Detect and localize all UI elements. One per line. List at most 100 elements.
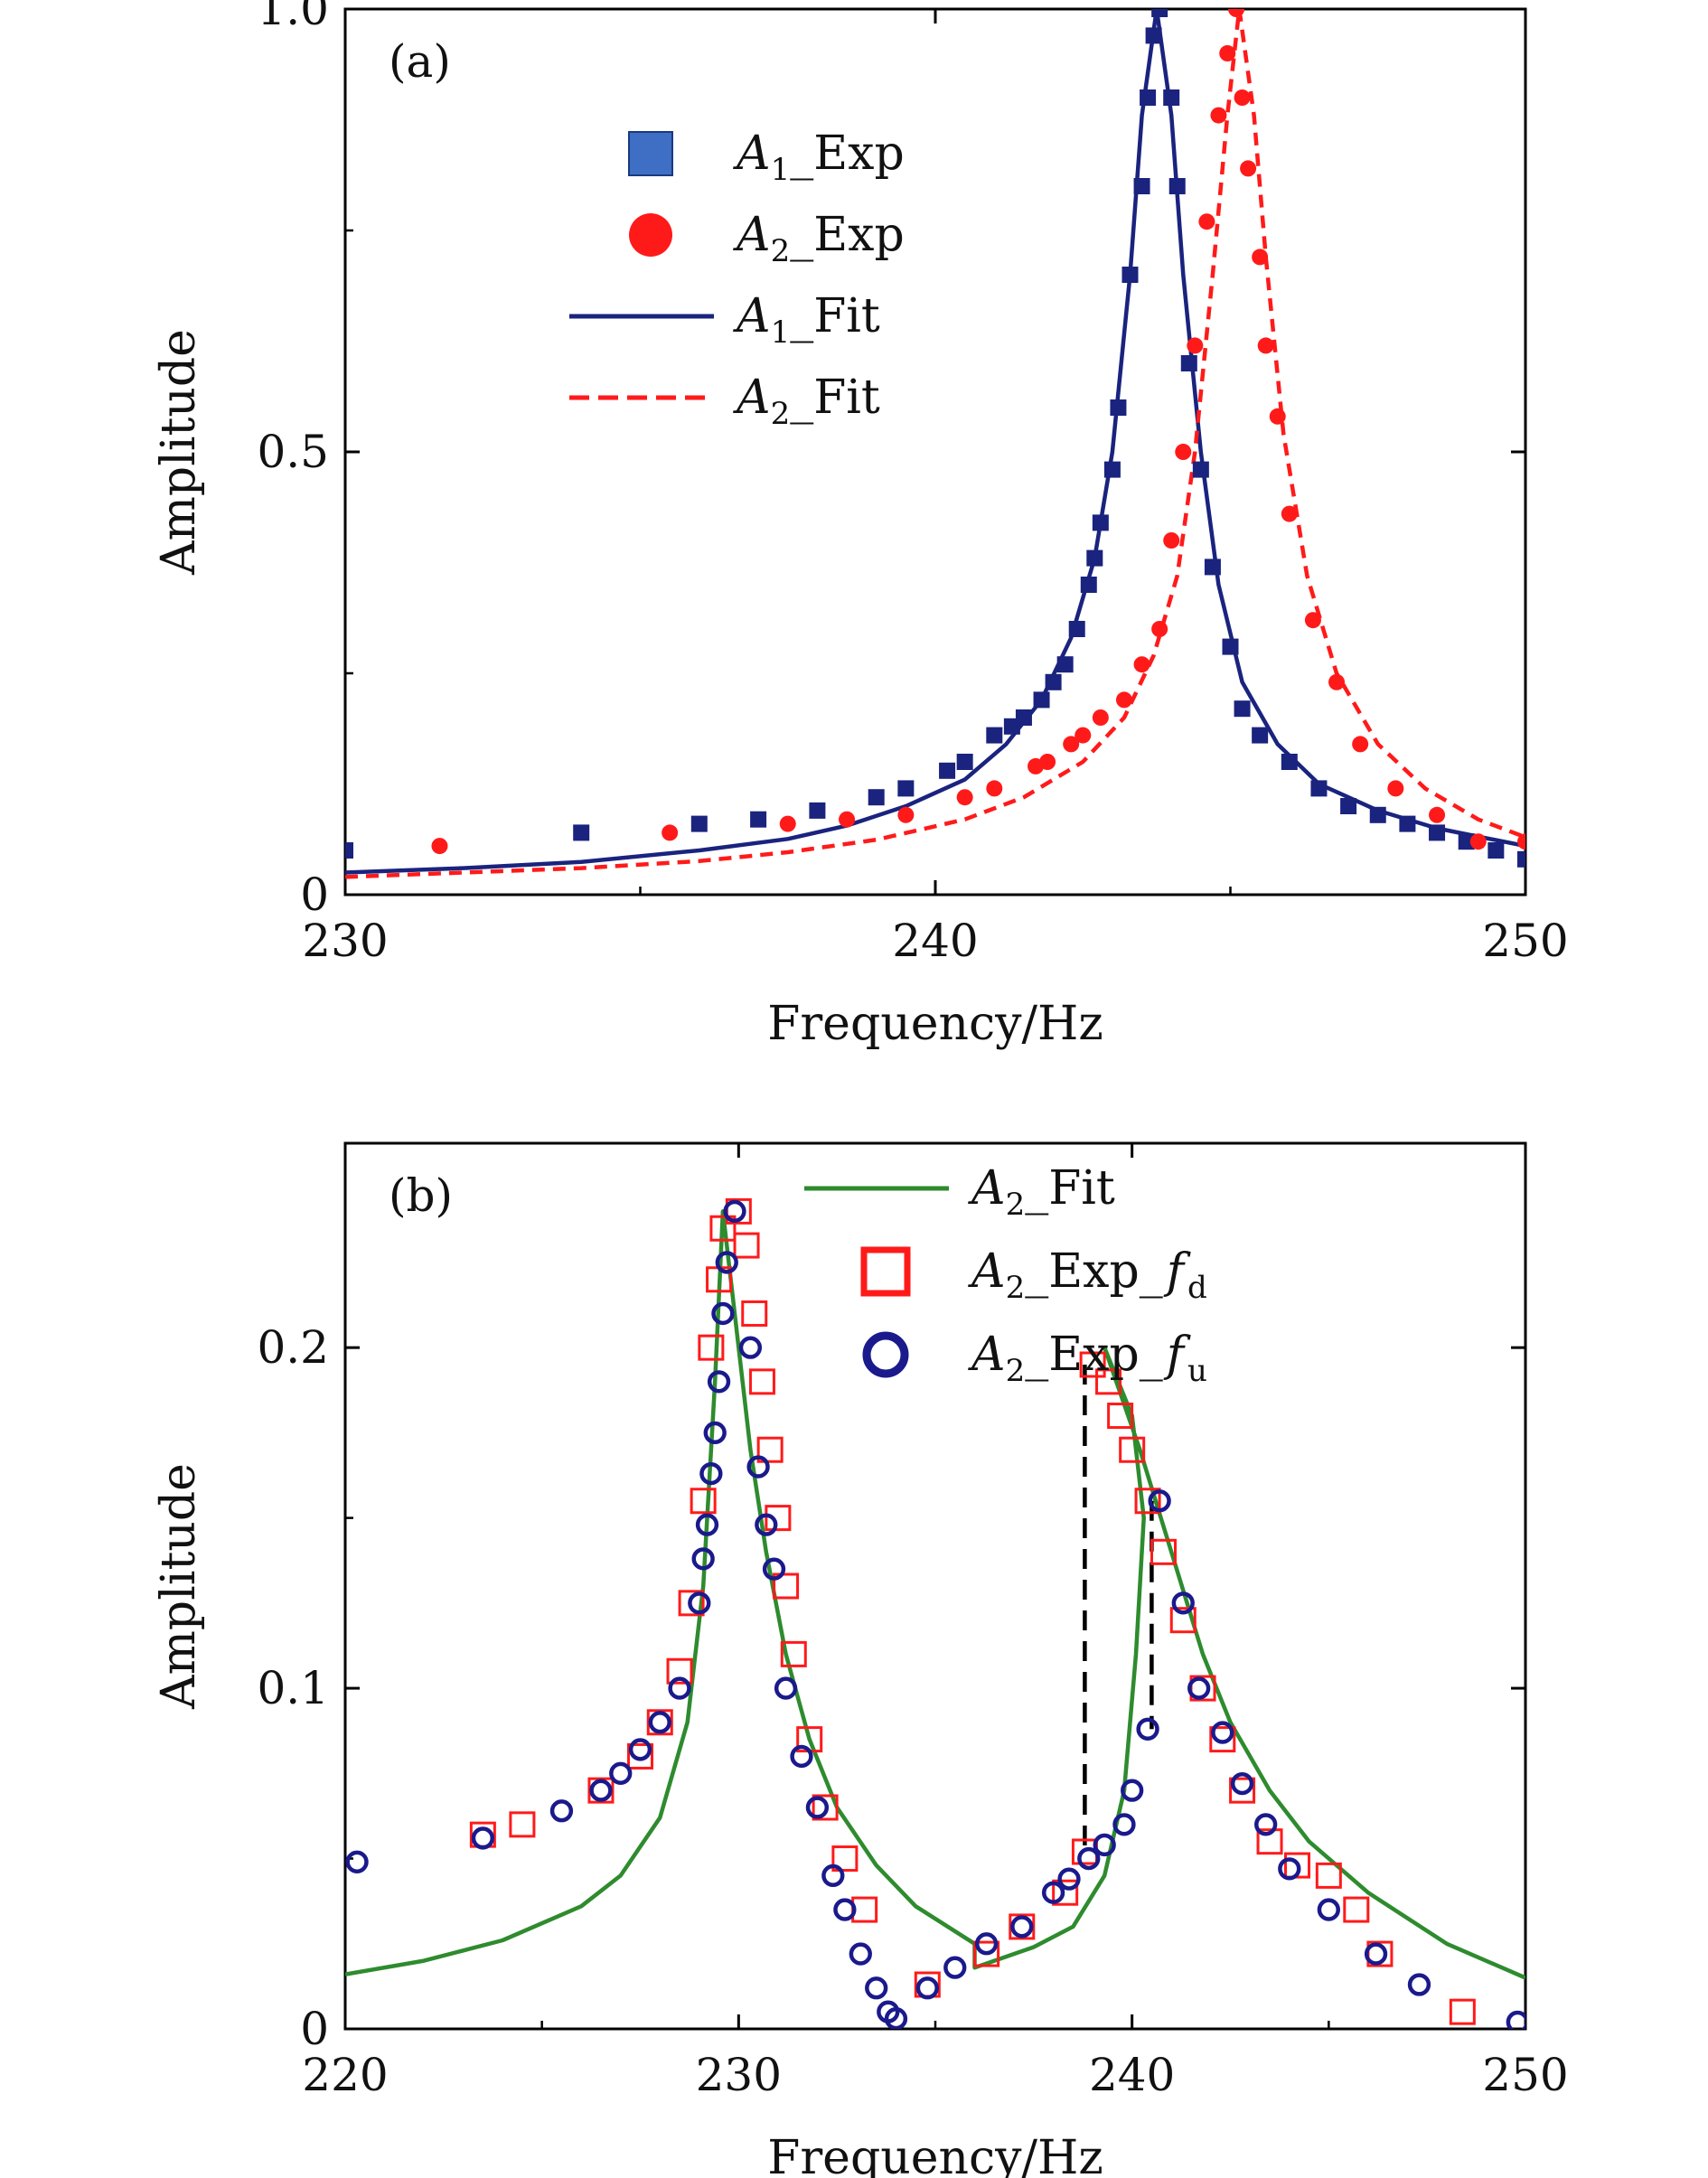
data-point-a2-exp [1151, 621, 1168, 637]
data-point-a2-exp-fu [746, 1455, 770, 1479]
data-point-a2-exp-fu [703, 1421, 727, 1445]
data-point-a1-exp [750, 811, 767, 828]
data-point-a2-exp-fu [1211, 1721, 1234, 1744]
data-point-a2-exp-fu [1187, 1676, 1211, 1700]
data-point-a2-exp [431, 838, 448, 855]
data-point-a2-exp-fu [589, 1779, 613, 1802]
data-point-a2-exp-fd [1095, 1368, 1122, 1395]
data-point-a1-exp [868, 789, 885, 806]
data-point-a2-exp-fd [851, 1896, 878, 1923]
data-point-a2-exp-fd [1343, 1896, 1370, 1923]
data-point-a2-exp [1198, 213, 1215, 230]
data-point-a1-exp [1487, 842, 1505, 859]
data-point-a2-exp-fu [628, 1738, 652, 1761]
data-point-a2-exp-fd [748, 1368, 775, 1395]
data-point-a2-exp [779, 815, 796, 832]
data-point-a2-exp-fd [627, 1742, 653, 1770]
data-point-a1-exp [1015, 709, 1032, 726]
legend-label-a2-fit: A2_Fit [968, 1161, 1115, 1223]
y-tick-label: 0 [300, 2003, 329, 2055]
data-point-a2-exp-fu [1364, 1942, 1388, 1966]
legend-label-a2-exp-fd: A2_Exp_f d [968, 1244, 1207, 1306]
data-point-a2-exp [662, 824, 679, 841]
data-point-a2-exp-fu [774, 1676, 798, 1700]
data-point-a2-exp-fd [678, 1590, 705, 1617]
panel-label: (b) [389, 1169, 453, 1222]
data-point-a2-exp [956, 789, 973, 806]
data-point-a2-exp-fd [831, 1845, 859, 1873]
y-tick-label: 0.2 [257, 1321, 329, 1374]
x-tick-label: 240 [892, 915, 978, 967]
panel-label: (a) [389, 35, 451, 88]
data-point-a2-exp [1517, 833, 1525, 850]
data-point-a2-exp-fu [699, 1461, 723, 1486]
data-point-a2-exp [1187, 337, 1204, 354]
legend-label-a2-exp-fu: A2_Exp_f u [968, 1328, 1207, 1389]
data-point-a2-exp-fu [609, 1761, 633, 1785]
data-point-a2-exp [1133, 656, 1150, 673]
data-point-a1-exp [1192, 461, 1209, 478]
legend-swatch-a1-exp [628, 131, 673, 176]
data-point-a2-exp-fu [1230, 1771, 1254, 1796]
data-point-a2-exp-fd [509, 1811, 536, 1838]
data-point-a2-exp-fu [648, 1711, 671, 1734]
x-tick-label: 250 [1482, 2049, 1568, 2101]
data-point-a2-exp-fu [762, 1557, 786, 1581]
data-point-a2-exp-fu [805, 1796, 830, 1819]
panel-b: 220 230 240 250 0 0.1 0.2 Frequency/Hz Amplitude… [152, 1141, 1569, 2178]
data-point-a2-exp [1257, 337, 1274, 354]
data-point-a2-exp-fu [1057, 1867, 1081, 1891]
data-point-a2-exp [1240, 160, 1257, 177]
data-point-a2-exp-fu [668, 1676, 691, 1700]
data-point-a1-exp [1180, 355, 1197, 371]
data-point-a2-exp-fu [849, 1942, 872, 1966]
data-point-a2-exp-fd [698, 1334, 725, 1361]
data-point-a1-exp [1045, 673, 1062, 690]
legend-label-a1-fit: A1_Fit [733, 289, 880, 351]
y-tick-label: 0.5 [257, 426, 329, 478]
data-point-a1-exp [1151, 9, 1168, 17]
data-point-a2-exp [1469, 833, 1487, 850]
data-point-a2-exp-fu [345, 1850, 369, 1873]
data-point-a2-exp [1281, 505, 1298, 522]
data-point-a1-exp [956, 754, 973, 770]
data-point-a1-exp [1068, 621, 1085, 637]
data-point-a2-exp-fu [1093, 1833, 1116, 1857]
data-point-a2-exp [1387, 780, 1404, 797]
data-point-a1-exp [1222, 638, 1239, 655]
data-point-a1-exp [1310, 780, 1328, 797]
legend-label-a2-fit: A2_Fit [733, 371, 880, 432]
data-point-a2-exp-fu [1278, 1857, 1301, 1881]
data-point-a2-exp-fu [549, 1799, 574, 1823]
data-point-a2-exp-fd [690, 1488, 717, 1515]
data-point-a2-exp-fu [1077, 1846, 1101, 1871]
data-point-a2-exp-fu [1041, 1881, 1065, 1904]
y-tick-label: 0.1 [257, 1662, 329, 1714]
data-point-a2-exp-fd [1229, 1777, 1256, 1804]
data-point-a2-exp-fd [812, 1794, 839, 1821]
data-point-a1-exp [1252, 727, 1269, 744]
data-point-a1-exp [1399, 815, 1416, 832]
data-point-a1-exp [1033, 691, 1050, 709]
data-point-a2-exp [1252, 249, 1269, 266]
data-point-a1-exp [1369, 806, 1386, 823]
x-tick-label: 240 [1089, 2049, 1175, 2101]
data-point-a2-exp-fd [1315, 1862, 1342, 1889]
data-point-a2-exp-fu [1407, 1973, 1431, 1996]
data-point-a1-exp [1234, 700, 1251, 718]
data-point-a2-exp-fd [1150, 1538, 1177, 1565]
data-point-a2-exp-fu [943, 1956, 967, 1979]
y-tick-label: 1.0 [257, 0, 329, 35]
panel-a: 230 240 250 0 0.5 1.0 Frequency/Hz Amplitude (a)… [152, 0, 1569, 1051]
data-point-a2-exp-fu [715, 1251, 738, 1274]
data-point-a1-exp [1056, 656, 1074, 673]
data-point-a1-exp [1517, 850, 1525, 868]
data-point-a1-exp [1429, 824, 1446, 841]
data-point-a2-exp-fd [709, 1215, 737, 1242]
series-line-a1-fit [345, 9, 1525, 875]
y-axis-title: Amplitude [152, 1463, 206, 1710]
y-tick-label: 0 [300, 868, 329, 921]
plot-area [345, 1197, 1525, 2029]
legend-swatch-a2-exp-fu [862, 1331, 909, 1378]
